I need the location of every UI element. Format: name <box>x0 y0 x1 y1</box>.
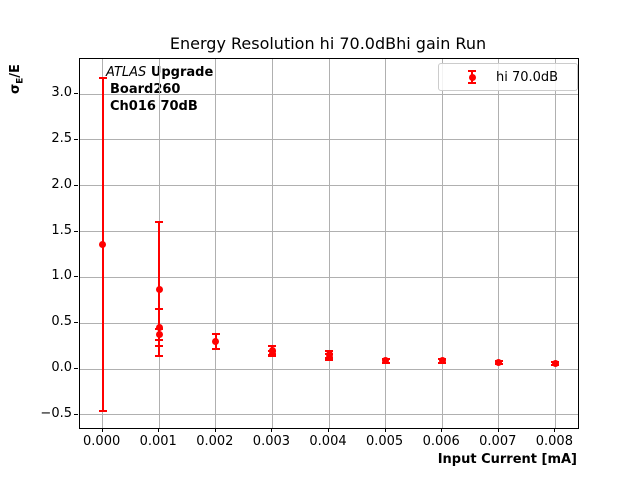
errorbar-top-cap <box>211 333 220 336</box>
errorbar-bottom-cap <box>155 345 164 348</box>
errorbar-top-cap <box>268 345 277 348</box>
x-tick-mark <box>101 428 103 432</box>
x-tick-label: 0.004 <box>309 434 347 449</box>
errorbar-bottom-cap <box>98 410 107 413</box>
x-tick-label: 0.008 <box>535 434 573 449</box>
x-tick-label: 0.005 <box>365 434 404 449</box>
x-tick-label: 0.002 <box>196 434 234 449</box>
annotation-line-2: Board260 <box>110 82 181 97</box>
errorbar-bottom-cap <box>155 355 164 358</box>
y-tick-label: 3.0 <box>51 85 72 101</box>
x-tick-label: 0.000 <box>83 434 121 449</box>
y-tick-mark <box>74 413 78 415</box>
x-tick-mark <box>158 428 160 432</box>
x-gridline <box>441 59 443 428</box>
x-gridline <box>328 59 330 428</box>
data-point <box>212 338 220 346</box>
x-gridline <box>215 59 217 428</box>
y-gridline <box>80 322 578 324</box>
x-tick-mark <box>328 428 329 432</box>
legend-marker-bottom-cap <box>468 82 476 84</box>
y-tick-mark <box>74 276 78 278</box>
y-tick-label: 1.0 <box>51 268 72 284</box>
data-point <box>382 357 390 365</box>
errorbar-top-cap <box>155 308 164 311</box>
x-tick-mark <box>554 428 556 432</box>
legend-entry-label: hi 70.0dB <box>496 69 559 85</box>
data-point <box>325 353 333 361</box>
y-gridline <box>80 139 578 141</box>
data-point <box>495 359 503 367</box>
x-tick-mark <box>384 428 386 432</box>
errorbar-top-cap <box>98 76 107 79</box>
y-tick-label: 0.0 <box>51 360 72 376</box>
errorbar-top-cap <box>155 221 164 224</box>
errorbar-bottom-cap <box>211 347 220 350</box>
y-tick-mark <box>74 138 78 140</box>
data-point <box>551 360 559 368</box>
x-gridline <box>498 59 500 428</box>
x-axis-label: Input Current [mA] <box>437 452 577 467</box>
x-tick-label: 0.006 <box>422 434 460 449</box>
data-point <box>99 240 107 248</box>
errorbar-top-cap <box>155 327 164 330</box>
y-gridline <box>80 93 578 95</box>
x-tick-mark <box>271 428 273 432</box>
y-tick-mark <box>74 184 78 186</box>
y-gridline <box>80 276 578 278</box>
data-point <box>268 349 276 357</box>
annotation-line-1: ATLAS Upgrade <box>106 64 213 81</box>
y-tick-label: 2.5 <box>51 130 72 146</box>
y-tick-mark <box>74 230 78 232</box>
y-tick-mark <box>74 322 78 324</box>
errorbar-marker-icon <box>465 68 479 86</box>
y-tick-label: 1.5 <box>51 222 72 238</box>
x-tick-label: 0.007 <box>479 434 517 449</box>
y-tick-mark <box>74 368 78 370</box>
chart-title: Energy Resolution hi 70.0dBhi gain Run <box>169 34 487 53</box>
y-gridline <box>80 414 578 416</box>
legend-marker-dot <box>468 73 476 81</box>
legend-box: hi 70.0dB <box>438 63 578 91</box>
annotation-upgrade: Upgrade <box>150 65 214 80</box>
x-tick-label: 0.001 <box>139 434 177 449</box>
data-point <box>155 330 163 338</box>
y-gridline <box>80 231 578 233</box>
x-tick-mark <box>214 428 216 432</box>
y-tick-label: 0.5 <box>51 314 72 330</box>
y-axis-label: σE/E <box>8 64 26 94</box>
x-tick-mark <box>441 428 443 432</box>
data-point <box>155 285 163 293</box>
x-gridline <box>554 59 556 428</box>
x-tick-label: 0.003 <box>252 434 291 449</box>
y-tick-label: 2.0 <box>51 176 72 192</box>
errorbar-top-cap <box>325 349 333 352</box>
annotation-atlas: ATLAS <box>106 65 147 80</box>
y-tick-label: −0.5 <box>40 405 72 421</box>
y-tick-mark <box>74 93 78 95</box>
annotation-line-3: Ch016 70dB <box>110 99 198 114</box>
y-gridline <box>80 185 578 187</box>
x-gridline <box>385 59 387 428</box>
plot-area: ATLAS Upgrade Board260 Ch016 70dB <box>79 58 579 429</box>
x-gridline <box>271 59 273 428</box>
data-point <box>438 357 446 365</box>
y-gridline <box>80 368 578 370</box>
errorbar-bottom-cap <box>155 338 164 341</box>
plot-annotation: ATLAS Upgrade Board260 Ch016 70dB <box>106 64 213 115</box>
x-tick-mark <box>497 428 499 432</box>
